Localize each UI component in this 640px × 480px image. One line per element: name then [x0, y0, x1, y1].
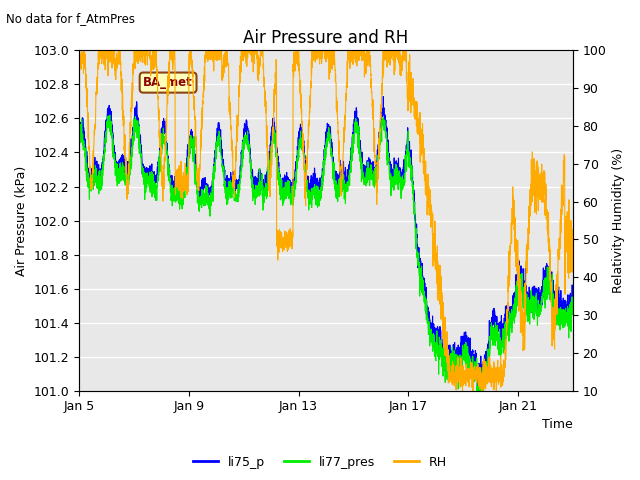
- Title: Air Pressure and RH: Air Pressure and RH: [243, 29, 408, 48]
- Text: BA_met: BA_met: [143, 76, 193, 89]
- Legend: li75_p, li77_pres, RH: li75_p, li77_pres, RH: [188, 451, 452, 474]
- X-axis label: Time: Time: [542, 419, 573, 432]
- Text: No data for f_AtmPres: No data for f_AtmPres: [6, 12, 136, 25]
- Y-axis label: Air Pressure (kPa): Air Pressure (kPa): [15, 166, 28, 276]
- Y-axis label: Relativity Humidity (%): Relativity Humidity (%): [612, 148, 625, 293]
